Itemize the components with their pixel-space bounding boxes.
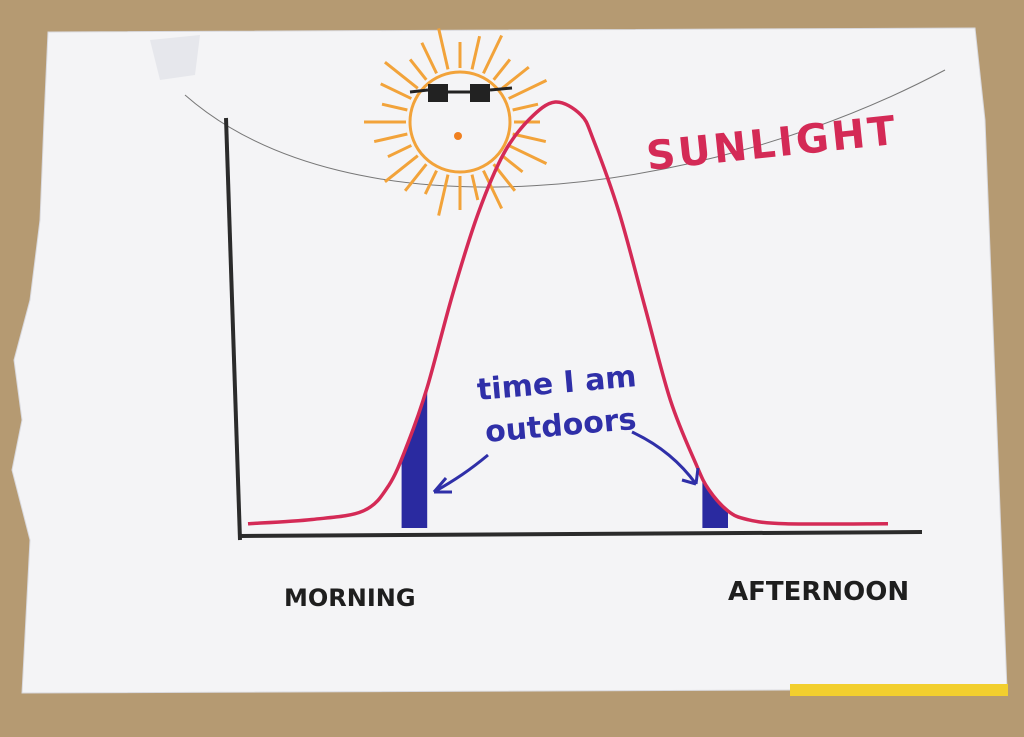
annotation-arrow-right: [631, 430, 700, 486]
y-axis: [224, 117, 242, 541]
sun-ray: [384, 154, 419, 184]
shaded-region-afternoon: [702, 476, 728, 528]
sun-ray: [501, 154, 524, 174]
sun-ray: [423, 170, 438, 195]
x-axis: [239, 530, 923, 538]
sun-ray: [437, 28, 450, 70]
sun-ray: [501, 65, 530, 90]
sun-ray: [373, 132, 408, 144]
annotation-arrow-left: [432, 453, 489, 494]
tape-strip: [790, 684, 1008, 696]
sun-ray: [408, 58, 428, 81]
sunglasses-lens-right: [470, 84, 490, 102]
sun-ray: [482, 34, 504, 74]
sun-ray: [420, 42, 438, 74]
sunglasses-lens-left: [428, 84, 448, 102]
shaded-regions: [401, 387, 728, 528]
sun-ray: [508, 144, 548, 166]
x-label-afternoon: AFTERNOON: [728, 577, 909, 607]
sun-ray: [482, 170, 504, 210]
sun-mouth: [454, 132, 462, 140]
sun-ray: [492, 58, 512, 81]
sun-ray: [384, 60, 419, 90]
sun-ray: [512, 132, 547, 144]
x-label-morning: MORNING: [284, 584, 416, 612]
sun-ray: [381, 102, 408, 112]
paper-crease-line: [184, 69, 946, 188]
sun-ray: [508, 78, 548, 100]
paper-fold: [150, 35, 200, 80]
sun-ray: [437, 174, 450, 216]
sun-ray: [403, 163, 428, 192]
paper-sheet: [11, 27, 1008, 696]
sun-ray: [470, 174, 480, 201]
shaded-region-morning: [401, 387, 428, 528]
sunlight-curve: [247, 100, 889, 526]
sun-ray: [380, 82, 412, 100]
sun-ray: [470, 35, 482, 70]
sun-ray: [512, 102, 539, 112]
sun-ray: [387, 144, 412, 159]
